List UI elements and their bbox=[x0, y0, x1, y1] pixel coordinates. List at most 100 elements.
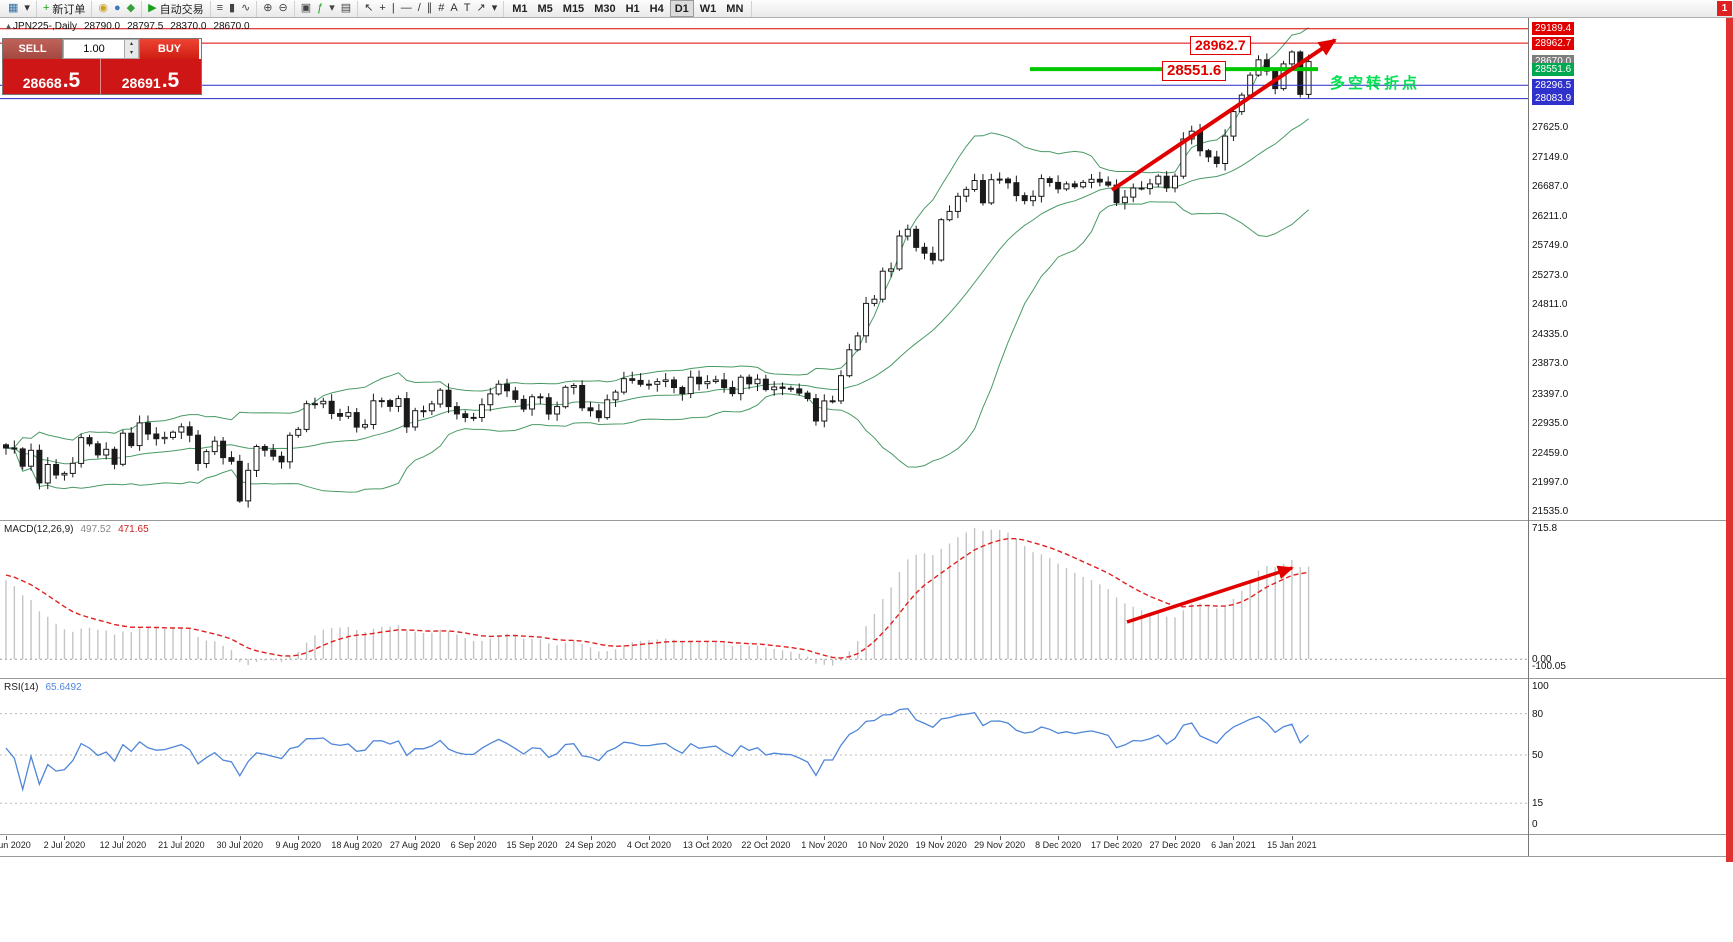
price-tick-label: 27625.0 bbox=[1532, 121, 1569, 133]
tf-w1[interactable]: W1 bbox=[696, 1, 721, 16]
time-tick bbox=[1291, 836, 1293, 840]
horizontal-line-icon[interactable]: — bbox=[399, 1, 414, 16]
ohlc-low: 28370.0 bbox=[170, 21, 207, 32]
time-tick bbox=[239, 836, 241, 840]
macd-title: MACD(12,26,9) bbox=[4, 524, 74, 535]
label-icon: T bbox=[463, 2, 471, 14]
chart-dropdown-icon[interactable]: ▾ bbox=[22, 1, 32, 16]
volume-input[interactable] bbox=[63, 39, 125, 59]
turning-point-note[interactable]: 多空转折点 bbox=[1330, 75, 1421, 92]
sell-price[interactable]: 28668.5 bbox=[3, 59, 101, 94]
volume-up-button[interactable]: ▴ bbox=[125, 40, 138, 49]
arrows-tool-icon[interactable]: ↗ bbox=[474, 1, 487, 16]
date-tick-label: 29 Nov 2020 bbox=[974, 840, 1026, 850]
price-tick-label: 24811.0 bbox=[1532, 299, 1568, 311]
vertical-line-icon[interactable]: | bbox=[390, 1, 397, 16]
price-tick-label: 21997.0 bbox=[1532, 476, 1569, 488]
buy-price[interactable]: 28691.5 bbox=[101, 59, 200, 94]
price-chart[interactable] bbox=[0, 18, 1528, 520]
price-level-badge: 28296.5 bbox=[1532, 78, 1575, 92]
crosshair-icon[interactable]: + bbox=[377, 1, 387, 16]
tf-m5[interactable]: M5 bbox=[534, 1, 557, 16]
price-level-badge: 28551.6 bbox=[1532, 62, 1575, 76]
rsi-label: RSI(14) 65.6492 bbox=[4, 682, 82, 693]
indicators-dropdown-icon: ▾ bbox=[329, 2, 335, 14]
symbol-title: JPN225-,Daily bbox=[13, 21, 77, 32]
rsi-panel-chart[interactable] bbox=[0, 680, 1528, 834]
tf-h4[interactable]: H4 bbox=[646, 1, 668, 16]
indicators-dropdown-icon[interactable]: ▾ bbox=[327, 1, 337, 16]
macd-tick-label: -100.05 bbox=[1532, 661, 1566, 672]
support-price-annotation[interactable]: 28551.6 bbox=[1162, 61, 1227, 81]
macd-panel-chart[interactable] bbox=[0, 522, 1528, 678]
time-tick bbox=[298, 836, 300, 840]
bars-chart-icon: ≡ bbox=[216, 2, 223, 14]
date-tick-label: 6 Jan 2021 bbox=[1211, 840, 1256, 850]
cursor-icon[interactable]: ↖ bbox=[362, 1, 375, 16]
fibonacci-icon[interactable]: # bbox=[436, 1, 446, 16]
templates-icon[interactable]: ▤ bbox=[339, 1, 353, 16]
bars-chart-icon[interactable]: ≡ bbox=[215, 1, 225, 16]
candlestick-chart-icon[interactable]: ▮ bbox=[227, 1, 237, 16]
sell-button[interactable]: SELL bbox=[3, 39, 63, 59]
tf-mn[interactable]: MN bbox=[722, 1, 747, 16]
volume-control: ▴ ▾ bbox=[63, 39, 139, 59]
buy-button[interactable]: BUY bbox=[139, 39, 199, 59]
tf-d1[interactable]: D1 bbox=[669, 0, 694, 17]
label-icon[interactable]: T bbox=[462, 1, 473, 16]
zoom-out-icon[interactable]: ⊖ bbox=[277, 1, 290, 16]
tf-h1[interactable]: H1 bbox=[622, 1, 644, 16]
autotrading-button[interactable]: ▶ 自动交易 bbox=[146, 1, 205, 16]
chart-dropdown-icon: ▾ bbox=[24, 2, 30, 14]
mql5-community-icon[interactable]: ◉ bbox=[96, 1, 110, 16]
rsi-line bbox=[5, 708, 1310, 792]
new-chart-icon: ▦ bbox=[8, 2, 19, 14]
trendline-icon[interactable]: / bbox=[416, 1, 423, 16]
toolbar: ▦ ▾ + 新订单 ◉ ● ◆ ▶ 自动交易 ≡ ▮ ∿ ⊕ ⊖ ▣ ƒ ▾ ▤ ↖ + | — / ∥ # A T ↗ ▾ M1 M5 M1… bbox=[0, 0, 1733, 18]
tf-m15[interactable]: M15 bbox=[559, 1, 588, 16]
macd-trend-arrow[interactable] bbox=[1126, 565, 1294, 624]
time-tick bbox=[1058, 836, 1060, 840]
new-order-button[interactable]: + 新订单 bbox=[41, 1, 87, 16]
trend-arrow[interactable] bbox=[1110, 38, 1337, 192]
new-chart-icon[interactable]: ▦ bbox=[6, 1, 20, 16]
tile-windows-icon: ▣ bbox=[300, 2, 312, 14]
macd-value-2: 471.65 bbox=[118, 524, 149, 535]
zoom-in-icon[interactable]: ⊕ bbox=[261, 1, 274, 16]
resistance-price-annotation[interactable]: 28962.7 bbox=[1190, 36, 1251, 55]
mql5-community-icon: ◉ bbox=[98, 2, 108, 14]
date-tick-label: 9 Aug 2020 bbox=[275, 840, 322, 850]
autotrading-button: ▶ bbox=[148, 2, 157, 14]
panel-separator[interactable] bbox=[0, 678, 1726, 679]
panel-separator[interactable] bbox=[0, 520, 1726, 521]
sell-price-main: 28668 bbox=[22, 75, 62, 91]
arrows-tool-icon: ↗ bbox=[476, 2, 486, 14]
indicators-icon[interactable]: ƒ bbox=[315, 1, 325, 16]
buy-price-main: 28691 bbox=[121, 75, 161, 91]
price-tick-label: 22459.0 bbox=[1532, 447, 1569, 459]
price-tick-label: 26211.0 bbox=[1532, 210, 1568, 222]
candles bbox=[3, 50, 1312, 508]
tf-m30[interactable]: M30 bbox=[590, 1, 619, 16]
line-chart-icon[interactable]: ∿ bbox=[239, 1, 252, 16]
market-icon[interactable]: ◆ bbox=[125, 1, 137, 16]
tf-d1-label: D1 bbox=[674, 2, 689, 15]
date-tick-label: 23 Jun 2020 bbox=[0, 840, 31, 850]
tf-m1[interactable]: M1 bbox=[508, 1, 531, 16]
price-scale[interactable] bbox=[1529, 18, 1599, 856]
macd-label: MACD(12,26,9) 497.52 471.65 bbox=[4, 524, 149, 535]
date-tick-label: 4 Oct 2020 bbox=[626, 840, 671, 850]
time-tick bbox=[882, 836, 884, 840]
notification-badge[interactable]: 1 bbox=[1717, 1, 1732, 16]
text-icon[interactable]: A bbox=[448, 1, 459, 16]
collapse-icon[interactable]: ▴ bbox=[6, 21, 12, 32]
volume-down-button[interactable]: ▾ bbox=[125, 49, 138, 58]
virtual-hosting-icon[interactable]: ● bbox=[112, 1, 123, 16]
date-tick-label: 19 Nov 2020 bbox=[915, 840, 967, 850]
tile-windows-icon[interactable]: ▣ bbox=[299, 1, 313, 16]
channel-icon[interactable]: ∥ bbox=[425, 1, 435, 16]
arrows-dropdown-icon[interactable]: ▾ bbox=[490, 1, 500, 16]
macd-histogram bbox=[5, 528, 1310, 666]
date-tick-label: 27 Aug 2020 bbox=[389, 840, 441, 850]
new-order-button: + bbox=[42, 2, 50, 14]
